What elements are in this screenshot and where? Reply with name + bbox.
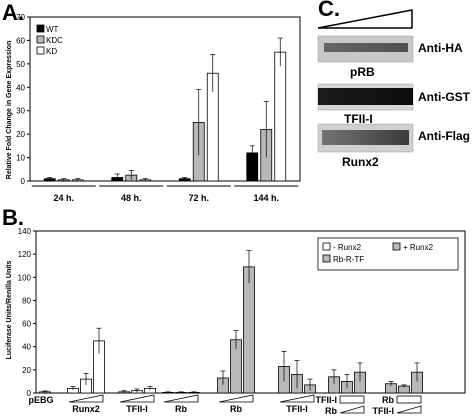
panel-a-legend-swatch bbox=[36, 24, 45, 33]
blot-TFII-I-band bbox=[318, 88, 413, 105]
panel-a-ytick-label: 20 bbox=[16, 130, 25, 139]
panel-b-wedge bbox=[279, 394, 315, 403]
panel-b-ytick-label: 20 bbox=[22, 366, 31, 375]
panel-b-legend-label: - Runx2 bbox=[333, 243, 362, 252]
panel-a-ytick-label: 70 bbox=[16, 13, 25, 22]
panel-a-frame bbox=[29, 16, 301, 182]
panel-b-group-label-bottom: TFII-I bbox=[373, 406, 395, 416]
panel-b-group-label-top: Rb bbox=[382, 395, 394, 405]
panel-a-category-label: 72 h. bbox=[188, 193, 209, 203]
blot-Runx2-antibody: Anti-Flag bbox=[418, 129, 470, 143]
panel-a-legend-label: WT bbox=[46, 25, 59, 34]
panel-a-legend-label: KDC bbox=[46, 36, 63, 45]
panel-a-category-label: 24 h. bbox=[53, 193, 74, 203]
panel-b-group-label: Rb bbox=[175, 404, 187, 414]
panel-b-wedge bbox=[163, 394, 199, 403]
panel-b-legend: - Runx2 + Runx2 Rb-R-TF bbox=[317, 237, 459, 271]
panel-b-ylabel: Luciferase Units/Renilla Units bbox=[6, 260, 13, 359]
panel-a-legend-swatch bbox=[36, 46, 45, 55]
blot-TFII-I-name: TFII-I bbox=[344, 112, 373, 126]
panel-a-legend-label: KD bbox=[46, 47, 57, 56]
titration-wedge bbox=[317, 9, 413, 29]
blot-Runx2-name: Runx2 bbox=[342, 155, 379, 169]
panel-b-constant-box bbox=[396, 395, 422, 404]
panel-b-wedge bbox=[119, 394, 155, 403]
panel-b-legend-box bbox=[317, 237, 459, 271]
panel-b-ytick-label: 120 bbox=[18, 250, 32, 259]
panel-a-ytick-label: 10 bbox=[16, 154, 25, 163]
panel-b-legend-label: Rb-R-TF bbox=[333, 255, 364, 264]
panel-b-constant-box bbox=[339, 395, 365, 404]
panel-b-wedge bbox=[68, 394, 104, 403]
panel-a-letter: A. bbox=[2, 0, 24, 25]
panel-a-ytick-label: 60 bbox=[16, 36, 25, 45]
panel-b-wedge bbox=[339, 405, 365, 414]
panel-a-ytick-label: 50 bbox=[16, 60, 25, 69]
panel-b-ytick-label: 0 bbox=[27, 389, 32, 398]
blot-pRB-band bbox=[324, 43, 408, 52]
panel-b-group-label: pEBG bbox=[28, 395, 53, 405]
panel-b-ytick-label: 60 bbox=[22, 320, 31, 329]
panel-b-group-label-top: TFII-I bbox=[316, 395, 338, 405]
panel-b-group-label: TFII-I bbox=[126, 404, 148, 414]
panel-b-wedge bbox=[218, 394, 254, 403]
panel-a-category-label: 48 h. bbox=[121, 193, 142, 203]
panel-a-ytick-label: 0 bbox=[21, 177, 26, 186]
panel-b-ytick-label: 100 bbox=[18, 273, 32, 282]
panel-b-group-label: TFII-I bbox=[286, 404, 308, 414]
panel-b-ytick-label: 40 bbox=[22, 343, 31, 352]
panel-b-ytick-label: 80 bbox=[22, 296, 31, 305]
panel-a-chart: Relative Fold Change in Gene Expression … bbox=[6, 13, 301, 203]
panel-b-legend-swatch bbox=[322, 254, 331, 263]
panel-a-legend: WT KDC KD bbox=[36, 24, 63, 56]
panel-b-chart: Luciferase Units/Renilla Units 0 20 40 60 80… bbox=[6, 227, 466, 416]
panel-a-category-label: 144 h. bbox=[253, 193, 279, 203]
panel-a-bar bbox=[274, 51, 287, 182]
panel-b-legend-swatch bbox=[322, 242, 331, 251]
panel-b-wedge bbox=[396, 405, 422, 414]
panel-b-group-label: Rb bbox=[230, 404, 242, 414]
panel-c-blots: Anti-HA pRB Anti-GST TFII-I Anti-Flag Ru… bbox=[317, 9, 471, 169]
panel-a-legend-swatch bbox=[36, 35, 45, 44]
panel-b-group-label-bottom: Rb bbox=[325, 406, 337, 416]
panel-a-ytick-label: 40 bbox=[16, 83, 25, 92]
panel-a-ytick-label: 30 bbox=[16, 107, 25, 116]
panel-b-legend-label: + Runx2 bbox=[403, 243, 434, 252]
blot-Runx2-band bbox=[322, 130, 409, 145]
panel-c-letter: C. bbox=[318, 0, 340, 21]
blot-TFII-I-antibody: Anti-GST bbox=[418, 90, 471, 104]
panel-b-group-label: Runx2 bbox=[72, 404, 100, 414]
panel-b-legend-swatch bbox=[392, 242, 401, 251]
blot-pRB-name: pRB bbox=[350, 65, 375, 79]
blot-pRB-antibody: Anti-HA bbox=[418, 41, 463, 55]
panel-b-ytick-label: 140 bbox=[18, 227, 32, 236]
panel-b-bar bbox=[243, 266, 255, 394]
panel-b-letter: B. bbox=[2, 205, 24, 230]
panel-a-ylabel: Relative Fold Change in Gene Expression bbox=[6, 41, 13, 179]
